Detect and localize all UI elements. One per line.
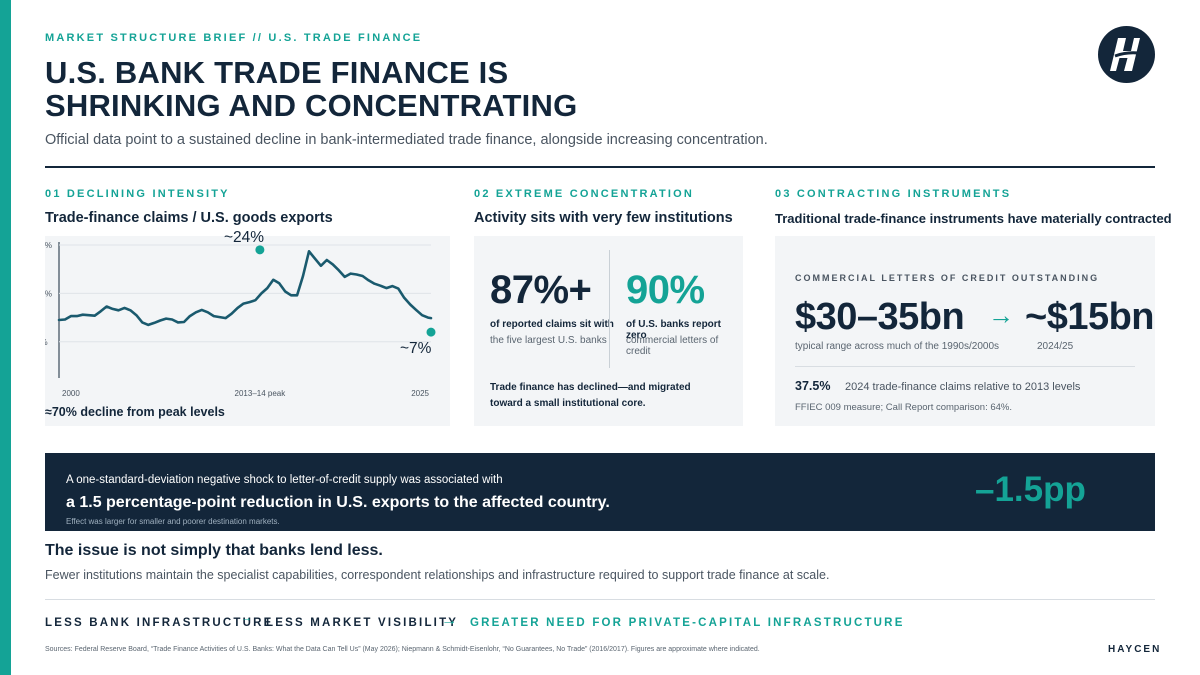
y-tick-label: 25% bbox=[45, 241, 52, 250]
peak-marker bbox=[255, 245, 265, 255]
section1-footnote: ≈70% decline from peak levels bbox=[45, 405, 225, 419]
trade-finance-line-chart: 25% 15% 5% 2000 2013–14 peak 2025 bbox=[36, 241, 436, 398]
header-kicker: MARKET STRUCTURE BRIEF // U.S. TRADE FIN… bbox=[45, 32, 423, 44]
pct-caption: 2024 trade-finance claims relative to 20… bbox=[845, 381, 1081, 393]
section3-heading: Traditional trade-finance instruments ha… bbox=[775, 211, 1172, 226]
lc-arrow-icon: → bbox=[988, 300, 1014, 330]
section2-note-line2: toward a small institutional core. bbox=[490, 398, 646, 409]
flow-item-3: GREATER NEED FOR PRIVATE-CAPITAL INFRAST… bbox=[470, 617, 905, 629]
section3-panel: COMMERCIAL LETTERS OF CREDIT OUTSTANDING… bbox=[775, 236, 1155, 426]
footer-sources: Sources: Federal Reserve Board, “Trade F… bbox=[45, 646, 760, 653]
stat1-line1: of reported claims sit with bbox=[490, 319, 614, 330]
stat2-line1: of U.S. banks report zero bbox=[626, 319, 722, 341]
x-tick-label: 2013–14 peak bbox=[235, 389, 287, 398]
flow-arrow-2-icon: → bbox=[441, 612, 457, 629]
section2-kicker: 02 EXTREME CONCENTRATION bbox=[474, 188, 695, 200]
series-line bbox=[57, 250, 433, 327]
section1-chart-panel: 25% 15% 5% 2000 2013–14 peak 2025 bbox=[36, 236, 450, 426]
section2-heading: Activity sits with very few institutions bbox=[474, 210, 733, 226]
header-divider bbox=[45, 166, 1155, 168]
flow-item-1: LESS BANK INFRASTRUCTURE bbox=[45, 617, 274, 629]
page-title-line-2: SHRINKING AND CONCENTRATING bbox=[45, 88, 578, 123]
issue-body: Fewer institutions maintain the speciali… bbox=[45, 568, 830, 582]
lc-to-value: ~$15bn bbox=[1025, 296, 1155, 338]
issue-divider bbox=[45, 599, 1155, 600]
peak-label: ~24% bbox=[224, 229, 265, 246]
lc-from-value: $30–35bn bbox=[795, 296, 965, 338]
stat2-line2: commercial letters of credit bbox=[626, 335, 719, 357]
page-subtitle: Official data point to a sustained decli… bbox=[45, 132, 768, 148]
stat1-value: 87%+ bbox=[490, 268, 592, 312]
pct-value: 37.5% bbox=[795, 379, 831, 393]
section3-kicker: 03 CONTRACTING INSTRUMENTS bbox=[775, 188, 1012, 200]
section2-note-line1: Trade finance has declined—and migrated bbox=[490, 382, 691, 393]
banner-line1: A one-standard-deviation negative shock … bbox=[66, 474, 503, 486]
page-title-line-1: U.S. BANK TRADE FINANCE IS bbox=[45, 55, 509, 90]
page-title: U.S. BANK TRADE FINANCE IS SHRINKING AND… bbox=[45, 56, 577, 122]
section1-heading: Trade-finance claims / U.S. goods export… bbox=[45, 210, 333, 226]
y-tick-label: 15% bbox=[45, 289, 52, 298]
footer-brand: HAYCEN bbox=[1108, 644, 1162, 655]
stat-divider bbox=[609, 250, 610, 368]
stat1-line2: the five largest U.S. banks bbox=[490, 335, 607, 346]
stat2-value: 90% bbox=[626, 268, 705, 312]
section3-divider bbox=[795, 366, 1135, 367]
lc-outstanding-kicker: COMMERCIAL LETTERS OF CREDIT OUTSTANDING bbox=[795, 273, 1100, 283]
section1-kicker: 01 DECLINING INTENSITY bbox=[45, 188, 230, 200]
left-accent-bar bbox=[0, 0, 11, 675]
end-marker bbox=[426, 327, 436, 337]
lc-from-caption: typical range across much of the 1990s/2… bbox=[795, 341, 1000, 352]
banner-big-value: –1.5pp bbox=[975, 470, 1086, 509]
findings-banner: A one-standard-deviation negative shock … bbox=[45, 453, 1155, 531]
lc-to-caption: 2024/25 bbox=[1037, 341, 1074, 352]
banner-line3: Effect was larger for smaller and poorer… bbox=[66, 517, 280, 526]
y-tick-label: 5% bbox=[45, 338, 48, 347]
x-tick-label: 2000 bbox=[62, 389, 80, 398]
x-tick-label: 2025 bbox=[411, 389, 429, 398]
banner-line2: a 1.5 percentage-point reduction in U.S.… bbox=[66, 494, 610, 511]
flow-arrow-1-icon: → bbox=[241, 612, 252, 624]
flow-item-2: LESS MARKET VISIBILITY bbox=[266, 617, 459, 629]
haycen-logo-icon bbox=[1098, 26, 1155, 83]
issue-heading: The issue is not simply that banks lend … bbox=[45, 542, 383, 559]
pct-note: FFIEC 009 measure; Call Report compariso… bbox=[795, 402, 1013, 413]
section2-panel: 87%+ of reported claims sit with the fiv… bbox=[474, 236, 743, 426]
end-label: ~7% bbox=[400, 340, 432, 357]
